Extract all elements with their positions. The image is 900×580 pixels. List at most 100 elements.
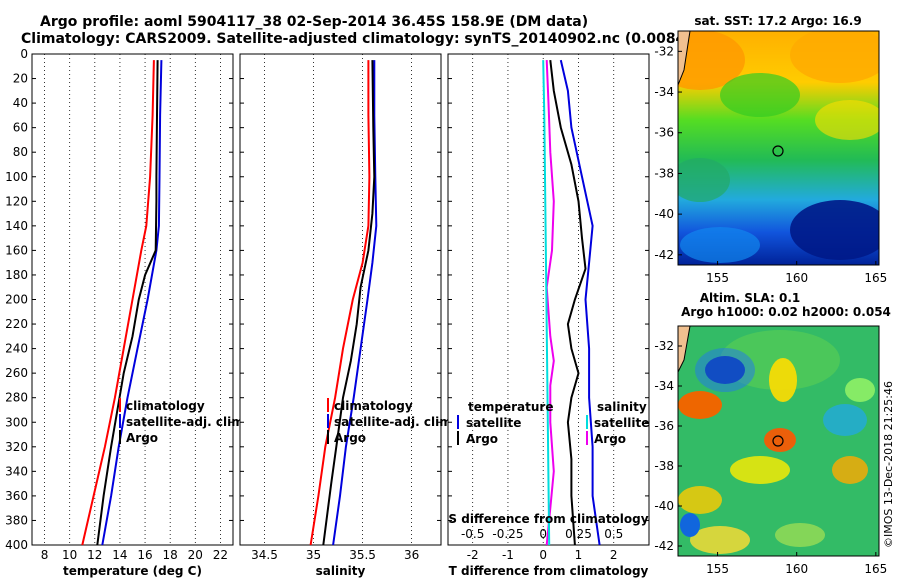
difference-panel-x2label: S difference from climatology [448, 512, 648, 526]
sla-map-xtick-label: 155 [706, 562, 729, 576]
depth-tick-label: 320 [5, 440, 28, 454]
depth-tick-label: 40 [13, 96, 28, 110]
temperature-panel-xtick-label: 20 [188, 548, 203, 562]
sla-map-image [678, 326, 879, 556]
depth-tick-label: 100 [5, 170, 28, 184]
depth-tick-label: 200 [5, 293, 28, 307]
temperature-panel-legend-label: climatology [126, 399, 205, 413]
difference-panel-legend-right-title: salinity [597, 400, 647, 414]
sst-map-frame [677, 30, 880, 266]
sst-map-ytick-label: -36 [654, 126, 674, 140]
depth-tick-label: 180 [5, 268, 28, 282]
salinity-panel-series-satellite-adj-clim- [332, 60, 378, 546]
temperature-panel-xtick-label: 14 [112, 548, 127, 562]
difference-panel-x2tick-label: 0.5 [604, 527, 623, 541]
sla-map-xtick-label: 165 [864, 562, 887, 576]
salinity-panel: 34.5 35 35.5 36 salinity climatology satellite… [239, 53, 456, 578]
sla-map-ytick-label: -40 [654, 499, 674, 513]
depth-tick-label: 240 [5, 342, 28, 356]
depth-tick-label: 160 [5, 243, 28, 257]
difference-panel-legend-right-label: satellite [594, 416, 649, 430]
depth-tick-label: 360 [5, 489, 28, 503]
sst-map-ytick-label: -40 [654, 207, 674, 221]
sst-map-ytick-label: -42 [654, 248, 674, 262]
difference-panel-x2tick-label: 0.25 [565, 527, 592, 541]
sla-map-ytick-label: -34 [654, 379, 674, 393]
depth-tick-label: 260 [5, 366, 28, 380]
difference-panel-xtick-label: 1 [575, 548, 583, 562]
difference-panel-x2tick-label: 0 [539, 527, 547, 541]
sla-map-frame [677, 325, 880, 557]
depth-tick-label: 380 [5, 513, 28, 527]
sla-map-subtitle: Argo h1000: 0.02 h2000: 0.054 [681, 305, 891, 319]
temperature-panel-xtick-label: 8 [41, 548, 49, 562]
depth-tick-label: 400 [5, 538, 28, 552]
sst-argo-marker [772, 145, 784, 157]
title-line-2: Climatology: CARS2009. Satellite-adjuste… [21, 31, 758, 47]
salinity-panel-xtick-label: 35 [306, 548, 321, 562]
depth-tick-label: 340 [5, 464, 28, 478]
difference-panel-xtick-label: 2 [610, 548, 618, 562]
salinity-panel-xtick-label: 34.5 [251, 548, 278, 562]
depth-tick-label: 60 [13, 121, 28, 135]
depth-tick-label: 280 [5, 391, 28, 405]
depth-tick-label: 0 [20, 47, 28, 61]
depth-tick-label: 120 [5, 194, 28, 208]
temperature-panel-xtick-label: 10 [62, 548, 77, 562]
sla-map-ytick-label: -42 [654, 539, 674, 553]
temperature-panel-legend-label: Argo [126, 431, 158, 445]
salinity-panel-series-climatology [309, 60, 371, 546]
difference-panel-xtick-label: -1 [502, 548, 514, 562]
salinity-panel-xlabel: salinity [316, 564, 366, 578]
sst-map-xtick-label: 155 [706, 271, 729, 285]
difference-panel-series-temperature-difference [545, 60, 555, 546]
depth-tick-label: 140 [5, 219, 28, 233]
difference-panel-xlabel: T difference from climatology [449, 564, 649, 578]
difference-panel-xtick-label: -2 [467, 548, 479, 562]
sst-map-xtick-label: 160 [785, 271, 808, 285]
difference-panel: -2 -1 0 1 2 T difference from climatology S di… [447, 53, 650, 578]
sst-map-ytick-label: -38 [654, 166, 674, 180]
credit-text: ©IMOS 13-Dec-2018 21:25:46 [882, 381, 895, 548]
sla-map-ytick-label: -36 [654, 419, 674, 433]
depth-tick-label: 20 [13, 72, 28, 86]
salinity-panel-legend-label: Argo [334, 431, 366, 445]
salinity-panel-series-argo [322, 60, 376, 546]
temperature-panel-xtick-label: 18 [163, 548, 178, 562]
salinity-panel-legend-label: climatology [334, 399, 413, 413]
difference-panel-legend-left-label: satellite [466, 416, 521, 430]
temperature-panel-series-climatology [81, 60, 155, 546]
sst-map-ytick-label: -32 [654, 44, 674, 58]
salinity-panel-xtick-label: 35.5 [349, 548, 376, 562]
depth-tick-label: 300 [5, 415, 28, 429]
difference-panel-legend-right-label: Argo [594, 432, 626, 446]
sla-argo-marker [772, 435, 784, 447]
temperature-panel-xtick-label: 22 [213, 548, 228, 562]
difference-panel-series-salinity-difference [542, 60, 551, 546]
sla-map-title: Altim. SLA: 0.1 [700, 291, 801, 305]
difference-panel-legend-left-title: temperature [468, 400, 553, 414]
temperature-panel: 8 10 12 14 16 18 20 220204060801001201401601802… [5, 47, 248, 578]
title-line-1: Argo profile: aoml 5904117_38 02-Sep-201… [40, 14, 588, 30]
temperature-panel-legend-label: satellite-adj. clim. [126, 415, 248, 429]
sla-map-ytick-label: -38 [654, 459, 674, 473]
salinity-panel-frame [239, 53, 442, 546]
temperature-panel-xlabel: temperature (deg C) [63, 564, 202, 578]
difference-panel-series-temperature-argo [549, 59, 587, 546]
temperature-panel-xtick-label: 16 [137, 548, 152, 562]
difference-panel-x2tick-label: -0.25 [492, 527, 523, 541]
difference-panel-legend-left-label: Argo [466, 432, 498, 446]
depth-tick-label: 80 [13, 145, 28, 159]
sst-map-ytick-label: -34 [654, 85, 674, 99]
sst-map-xtick-label: 165 [864, 271, 887, 285]
sst-map-image [678, 31, 879, 265]
difference-panel-x2tick-label: -0.5 [461, 527, 484, 541]
sla-map-xtick-label: 160 [785, 562, 808, 576]
temperature-panel-xtick-label: 12 [87, 548, 102, 562]
depth-tick-label: 220 [5, 317, 28, 331]
sla-map-ytick-label: -32 [654, 339, 674, 353]
temperature-panel-series-argo [96, 60, 159, 546]
difference-panel-xtick-label: 0 [539, 548, 547, 562]
salinity-panel-legend-label: satellite-adj. clim. [334, 415, 456, 429]
